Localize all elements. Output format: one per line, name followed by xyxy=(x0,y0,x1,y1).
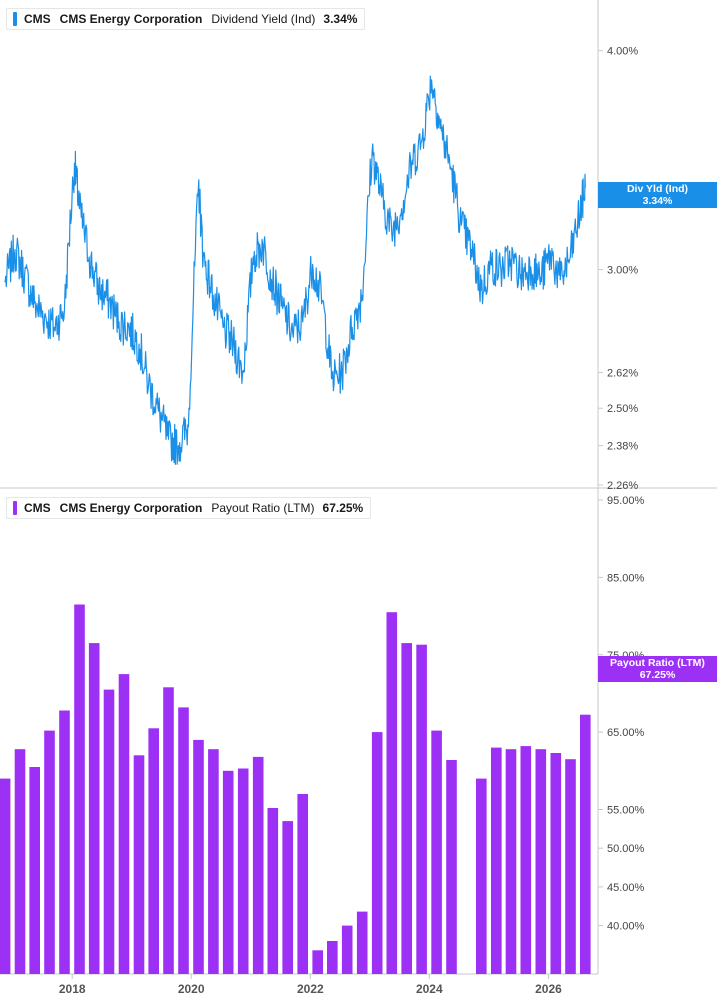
payout-ratio-bar xyxy=(386,612,398,974)
payout-ratio-bar xyxy=(491,747,502,974)
payout-ratio-bar xyxy=(178,707,189,974)
dividend-yield-axis: 4.00% 3.00% 2.62% 2.50% 2.38% 2.26% xyxy=(598,46,638,492)
payout-ratio-bar xyxy=(535,749,547,974)
ticker-symbol: CMS xyxy=(24,501,51,515)
axis-tag-label: Payout Ratio (LTM) xyxy=(610,657,705,669)
payout-ratio-bar xyxy=(193,739,204,974)
dividend-yield-plot xyxy=(4,75,586,465)
y-tick-label: 40.00% xyxy=(607,921,645,933)
y-tick-label: 95.00% xyxy=(607,495,645,507)
company-name: CMS Energy Corporation xyxy=(59,501,203,515)
y-tick-label: 3.00% xyxy=(607,265,638,277)
company-name: CMS Energy Corporation xyxy=(59,12,203,26)
axis-tag-value: 67.25% xyxy=(639,669,676,681)
y-tick-label: 2.50% xyxy=(607,403,638,415)
payout-ratio-bar xyxy=(282,821,293,974)
payout-ratio-bar xyxy=(401,643,412,974)
y-tick-label: 50.00% xyxy=(607,843,645,855)
payout-ratio-bar xyxy=(312,950,323,974)
metric-name: Dividend Yield (Ind) xyxy=(211,12,316,26)
y-tick-label: 45.00% xyxy=(607,882,645,894)
payout-ratio-plot xyxy=(0,604,591,974)
payout-ratio-bar xyxy=(222,770,234,974)
payout-ratio-bar xyxy=(297,794,308,974)
payout-ratio-bar xyxy=(59,710,70,974)
y-tick-label: 2.26% xyxy=(607,480,638,492)
payout-ratio-bar xyxy=(252,756,264,974)
payout-ratio-bar xyxy=(356,911,368,974)
payout-ratio-bar xyxy=(88,643,100,974)
payout-ratio-bar xyxy=(163,687,174,974)
payout-ratio-bar xyxy=(103,689,115,974)
payout-ratio-legend: CMS CMS Energy Corporation Payout Ratio … xyxy=(6,497,372,519)
payout-ratio-swatch xyxy=(13,501,17,515)
payout-ratio-bar xyxy=(237,768,249,974)
payout-ratio-bar xyxy=(0,778,11,974)
payout-ratio-bar xyxy=(118,674,130,974)
payout-ratio-bar xyxy=(148,728,159,974)
payout-ratio-bar xyxy=(416,644,427,974)
payout-ratio-bar xyxy=(431,730,442,974)
payout-ratio-bar xyxy=(446,760,457,974)
dividend-yield-series-line xyxy=(4,75,586,465)
x-tick-label: 2020 xyxy=(178,982,205,996)
payout-ratio-bar xyxy=(341,925,353,974)
x-tick-label: 2018 xyxy=(59,982,86,996)
y-tick-label: 85.00% xyxy=(607,572,645,584)
x-tick-label: 2026 xyxy=(535,982,562,996)
payout-ratio-bar xyxy=(476,778,487,974)
time-axis: 2018 2020 2022 2024 2026 xyxy=(59,974,562,996)
dividend-yield-axis-tag: Div Yld (Ind) 3.34% xyxy=(598,182,717,208)
axis-tag-label: Div Yld (Ind) xyxy=(626,183,689,195)
payout-ratio-bar xyxy=(565,759,576,974)
metric-value: 3.34% xyxy=(323,12,358,26)
payout-ratio-bar xyxy=(29,767,40,974)
payout-ratio-bar xyxy=(520,746,532,974)
axis-tag-value: 3.34% xyxy=(642,195,673,207)
payout-ratio-bar xyxy=(327,941,338,974)
x-tick-label: 2022 xyxy=(297,982,324,996)
payout-ratio-bar xyxy=(44,730,55,974)
payout-ratio-bar xyxy=(14,749,26,974)
payout-ratio-bar xyxy=(580,714,591,974)
y-tick-label: 2.62% xyxy=(607,368,638,380)
payout-ratio-bar xyxy=(74,604,85,974)
y-tick-label: 55.00% xyxy=(607,805,645,817)
payout-ratio-bar xyxy=(505,749,517,974)
payout-ratio-bar xyxy=(267,808,279,974)
payout-ratio-bar xyxy=(371,732,383,974)
payout-ratio-bar xyxy=(550,753,562,974)
y-tick-label: 65.00% xyxy=(607,727,645,739)
payout-ratio-axis: 95.00%85.00%75.00%65.00%55.00%50.00%45.0… xyxy=(598,495,645,933)
ticker-symbol: CMS xyxy=(24,12,51,26)
y-tick-label: 4.00% xyxy=(607,46,638,58)
payout-ratio-axis-tag: Payout Ratio (LTM) 67.25% xyxy=(598,656,717,682)
x-tick-label: 2024 xyxy=(416,982,443,996)
dividend-yield-legend: CMS CMS Energy Corporation Dividend Yiel… xyxy=(6,8,366,30)
metric-value: 67.25% xyxy=(322,501,364,515)
metric-name: Payout Ratio (LTM) xyxy=(211,501,315,515)
y-tick-label: 2.38% xyxy=(607,441,638,453)
dividend-yield-swatch xyxy=(13,12,17,26)
payout-ratio-bar xyxy=(133,755,145,974)
payout-ratio-bar xyxy=(208,749,219,974)
